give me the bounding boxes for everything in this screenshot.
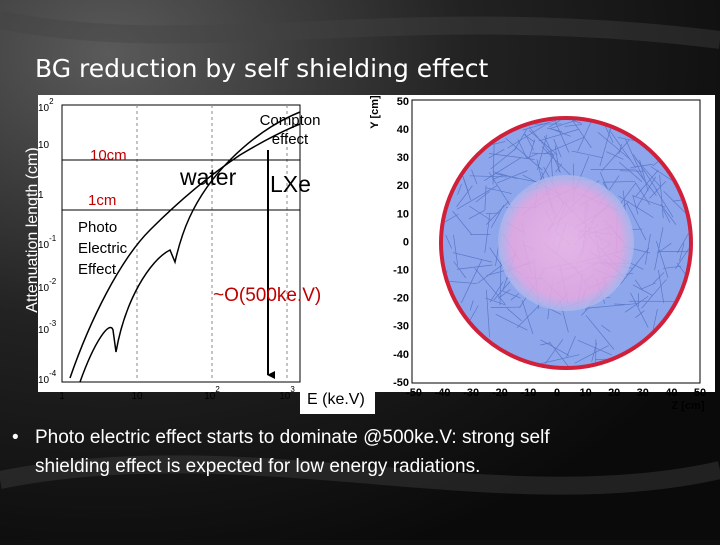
tick-label: 10: [579, 387, 591, 399]
tick-base: 10: [38, 283, 50, 294]
tick-label: 0: [554, 387, 560, 399]
tick-exp: -2: [49, 277, 57, 286]
tick-base: 10: [38, 375, 50, 386]
tick-label: 20: [397, 180, 409, 192]
title: BG reduction by self shielding effect: [35, 54, 488, 83]
tick-exp: -4: [49, 369, 57, 378]
tick-label: 1: [38, 190, 44, 201]
tick-exp: -1: [49, 234, 57, 243]
tick-label: 30: [397, 152, 409, 164]
tick-label: 40: [665, 387, 677, 399]
tick-label: -10: [393, 265, 409, 277]
tick-base: 10: [38, 240, 50, 251]
tick-exp: 2: [215, 385, 220, 394]
tick-label: -10: [520, 387, 536, 399]
tick-label: 0: [403, 236, 409, 248]
tick-base: 10: [38, 140, 50, 151]
energy-label: ~O(500ke.V): [213, 285, 321, 306]
tick-label: 10: [38, 140, 50, 151]
tick-label: -30: [393, 321, 409, 333]
fiducial: [498, 175, 634, 311]
tick-label: -40: [393, 349, 409, 361]
tick-exp: 3: [290, 385, 295, 394]
tick-label: -50: [406, 387, 422, 399]
x-axis-label: E (ke.V): [307, 391, 365, 408]
tick-label: -20: [393, 293, 409, 305]
tick-label: 10: [131, 391, 143, 402]
tick-label: -20: [492, 387, 508, 399]
tick-base: 10: [38, 103, 50, 114]
tick-label: 50: [694, 387, 706, 399]
tick-base: 10: [204, 391, 216, 402]
right-x-label: Z [cm]: [672, 400, 705, 412]
right-y-label: Y [cm]: [369, 95, 381, 129]
label-1cm: 1cm: [88, 192, 116, 209]
lxe-label: LXe: [270, 171, 311, 197]
tick-base: 10: [279, 391, 291, 402]
water-label: water: [179, 164, 237, 190]
label-10cm: 10cm: [90, 147, 127, 164]
tick-label: 10: [397, 208, 409, 220]
tick-label: 50: [397, 96, 409, 108]
tick-base: 1: [59, 391, 65, 402]
tick-base: 1: [38, 190, 44, 201]
tick-exp: 2: [49, 97, 54, 106]
tick-exp: -3: [49, 319, 57, 328]
tick-label: 1: [59, 391, 65, 402]
tick-base: 10: [38, 325, 50, 336]
tick-label: -30: [463, 387, 479, 399]
tick-label: -40: [435, 387, 451, 399]
tick-base: 10: [131, 391, 143, 402]
tick-label: 30: [637, 387, 649, 399]
tick-label: 20: [608, 387, 620, 399]
tick-label: 40: [397, 124, 409, 136]
